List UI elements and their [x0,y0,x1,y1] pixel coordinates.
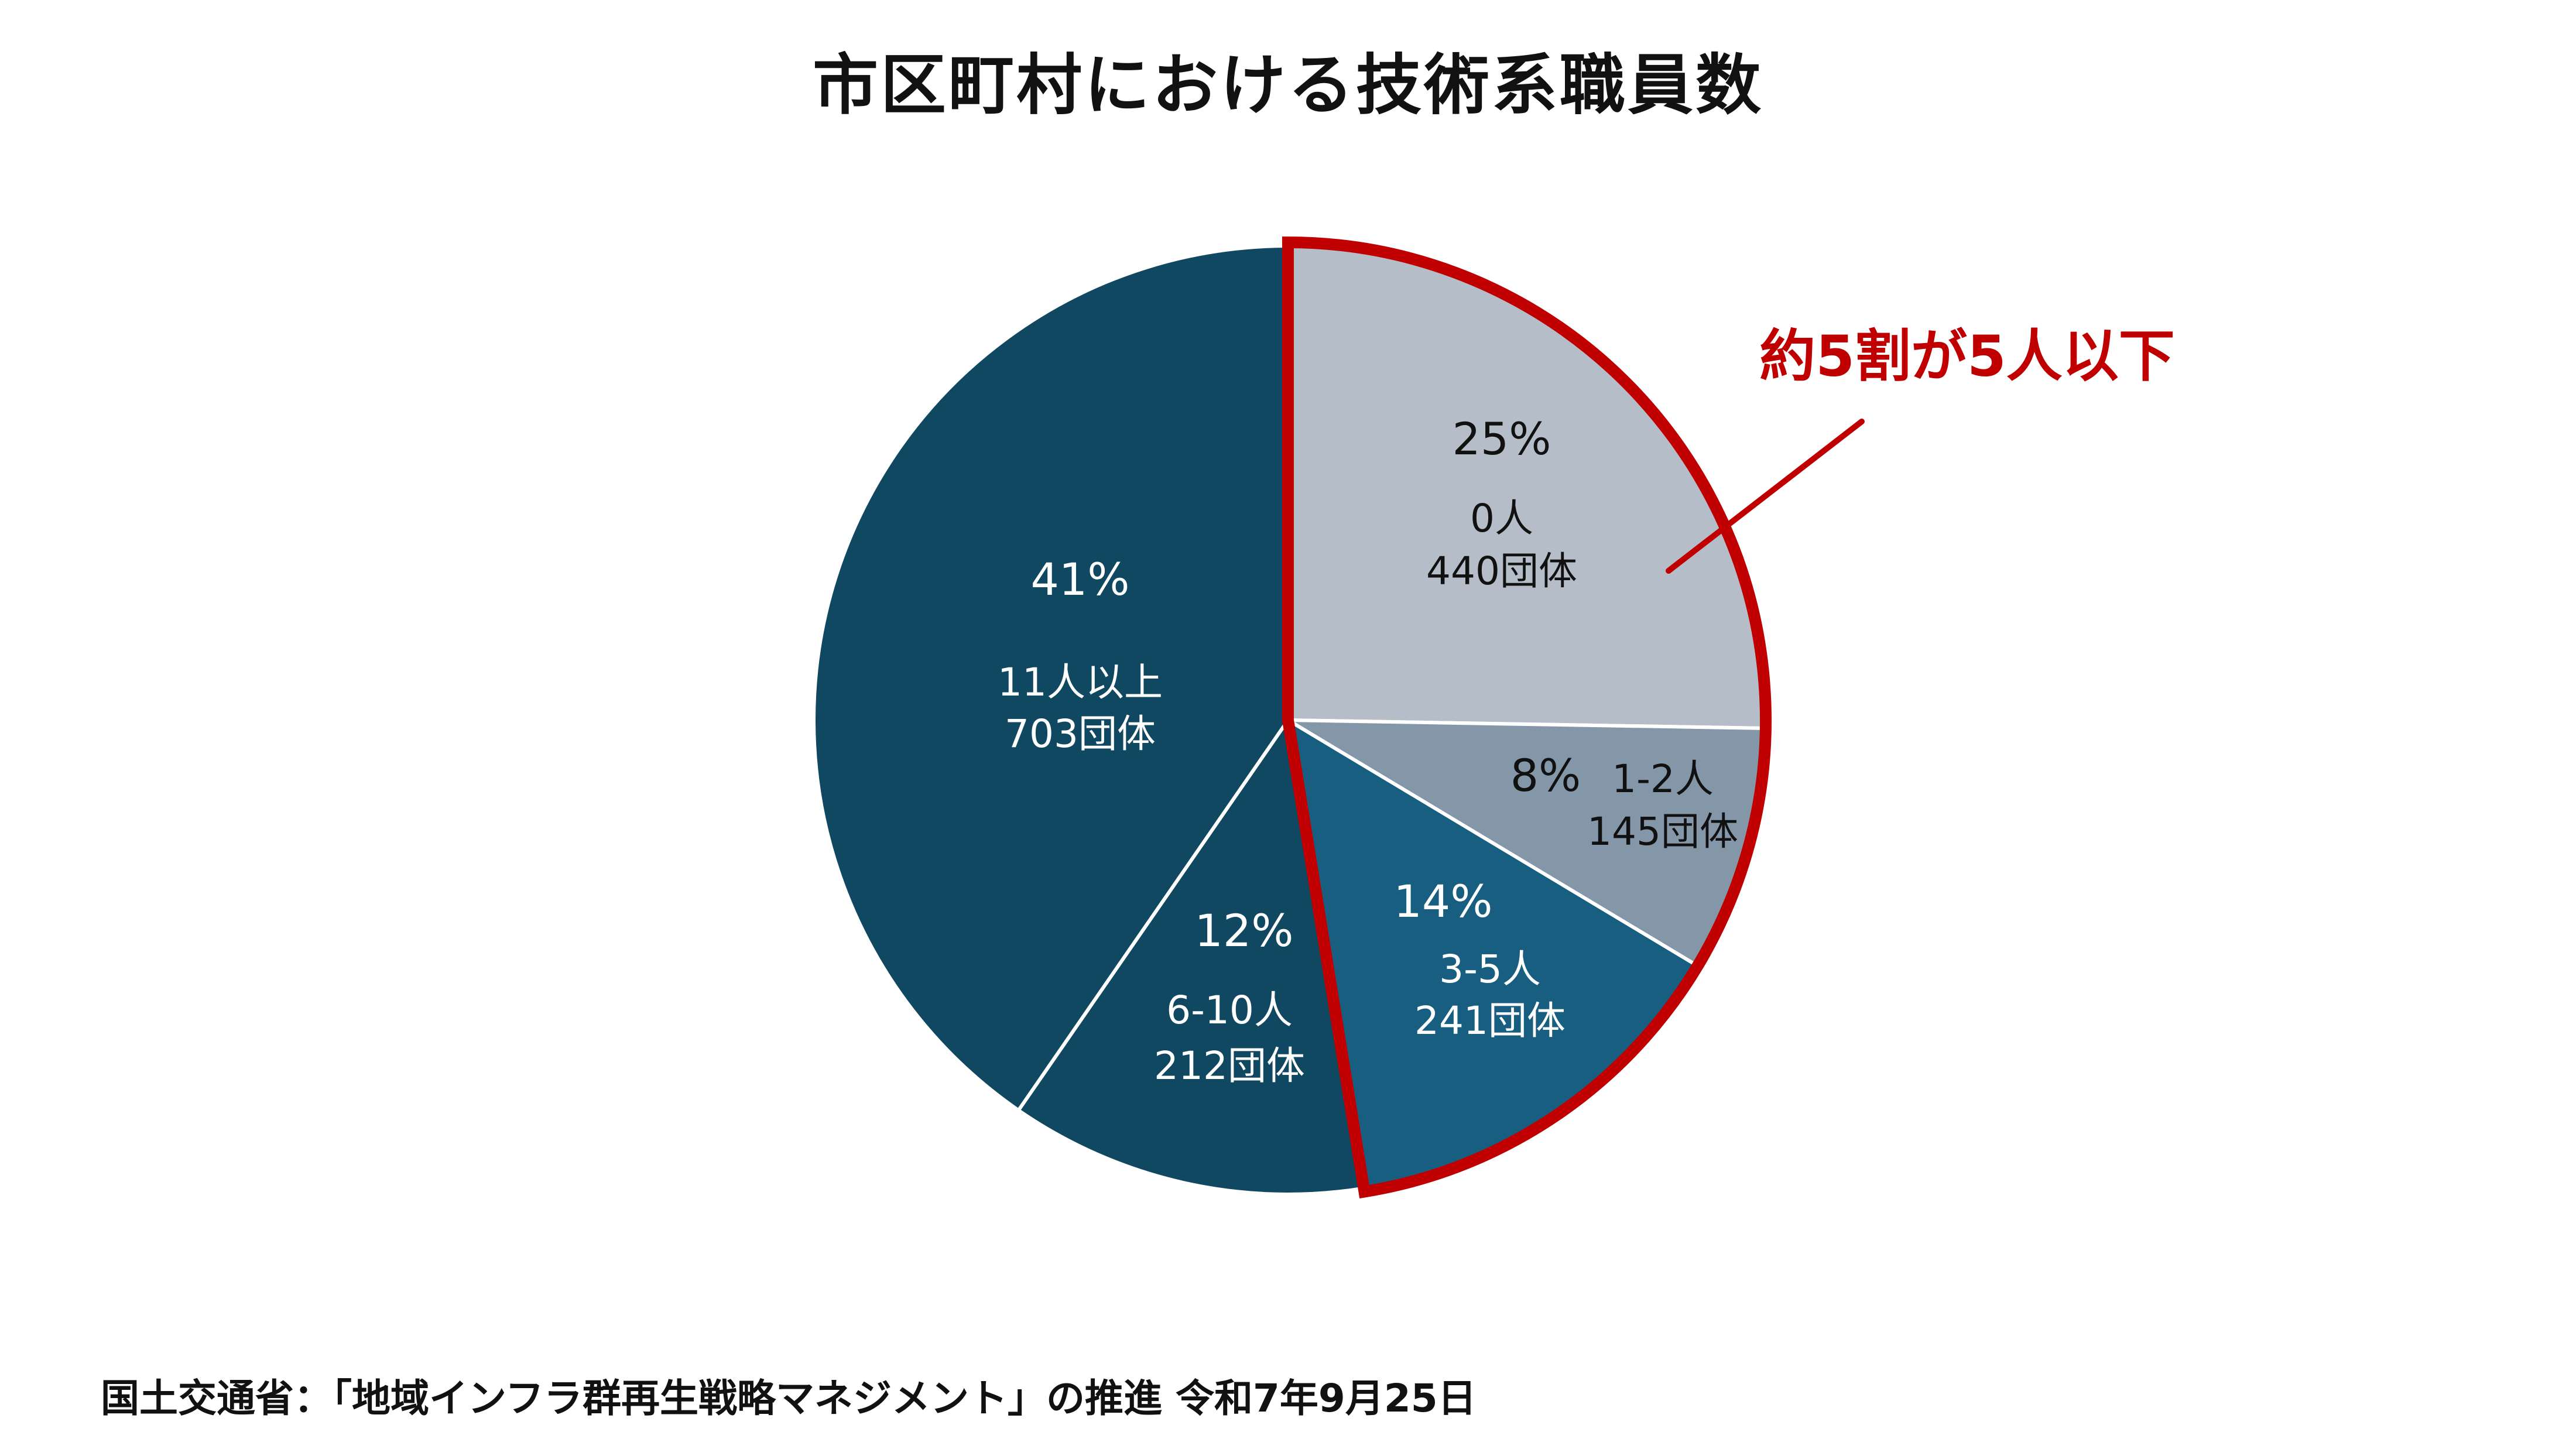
callout-label: 約5割が5人以下 [1759,323,2175,389]
percent-label-s11: 41% [1031,553,1130,605]
highlight-outline [1282,236,1772,1198]
percent-label-s0: 25% [1453,413,1551,465]
callout-line [1666,419,1865,574]
percent-label-s610: 12% [1195,905,1294,957]
count-label-s610: 212団体 [1154,1043,1305,1088]
count-label-s35: 241団体 [1414,998,1566,1043]
source-note: 国土交通省：「地域インフラ群再生戦略マネジメント」の推進 令和7年9月25日 [101,1376,1477,1421]
pie-slice-s11 [812,244,1290,1112]
chart-title: 市区町村における技術系職員数 [813,47,1763,124]
count-label-s11: 703団体 [1005,711,1156,756]
category-label-s610: 6-10人 [1166,988,1293,1033]
count-label-s12: 145団体 [1587,809,1738,854]
category-label-s11: 11人以上 [998,660,1163,705]
category-label-s0: 0人 [1470,496,1533,541]
category-label-s12: 1-2人 [1612,756,1714,801]
percent-label-s12: 8% [1510,749,1581,801]
category-label-s35: 3-5人 [1439,947,1541,992]
pie-slice-s610 [1016,718,1366,1196]
percent-label-s35: 14% [1394,875,1493,927]
count-label-s0: 440団体 [1426,549,1577,594]
pie-slice-s0 [1286,244,1764,730]
